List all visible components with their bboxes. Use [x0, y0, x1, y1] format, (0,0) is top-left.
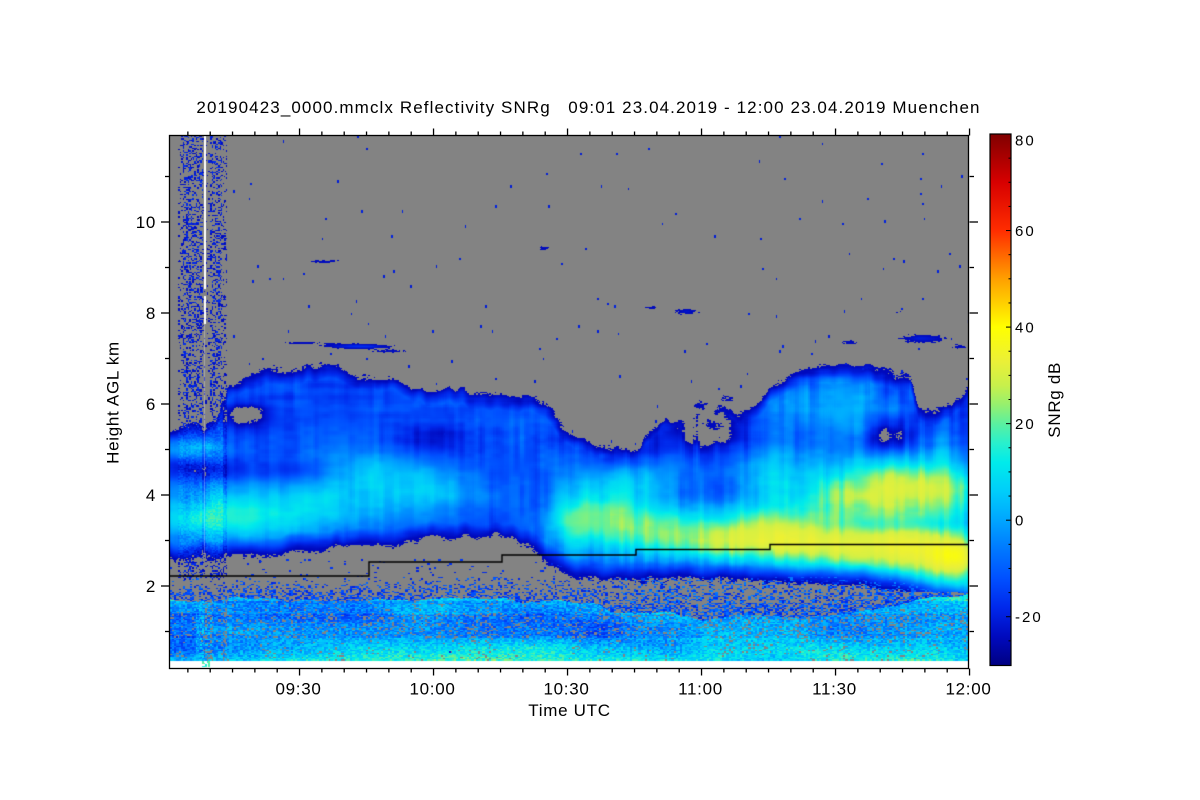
- svg-text:-20: -20: [1015, 609, 1043, 626]
- svg-text:10:30: 10:30: [543, 679, 589, 698]
- svg-text:40: 40: [1015, 320, 1036, 337]
- svg-text:Time UTC: Time UTC: [528, 701, 610, 720]
- svg-text:11:00: 11:00: [678, 679, 723, 698]
- svg-text:80: 80: [1015, 133, 1036, 150]
- svg-text:10:00: 10:00: [409, 679, 455, 698]
- svg-text:4: 4: [146, 486, 156, 505]
- svg-text:SNRg dB: SNRg dB: [1045, 362, 1064, 438]
- svg-text:6: 6: [146, 395, 156, 414]
- svg-text:20: 20: [1015, 416, 1036, 433]
- svg-text:8: 8: [146, 304, 156, 323]
- svg-text:0: 0: [1015, 513, 1025, 530]
- svg-text:2: 2: [146, 577, 156, 596]
- svg-text:Height AGL km: Height AGL km: [104, 341, 123, 464]
- svg-text:60: 60: [1015, 223, 1036, 240]
- svg-text:10: 10: [136, 213, 156, 232]
- svg-text:12:00: 12:00: [945, 679, 991, 698]
- svg-text:09:30: 09:30: [275, 679, 321, 698]
- svg-text:11:30: 11:30: [812, 679, 857, 698]
